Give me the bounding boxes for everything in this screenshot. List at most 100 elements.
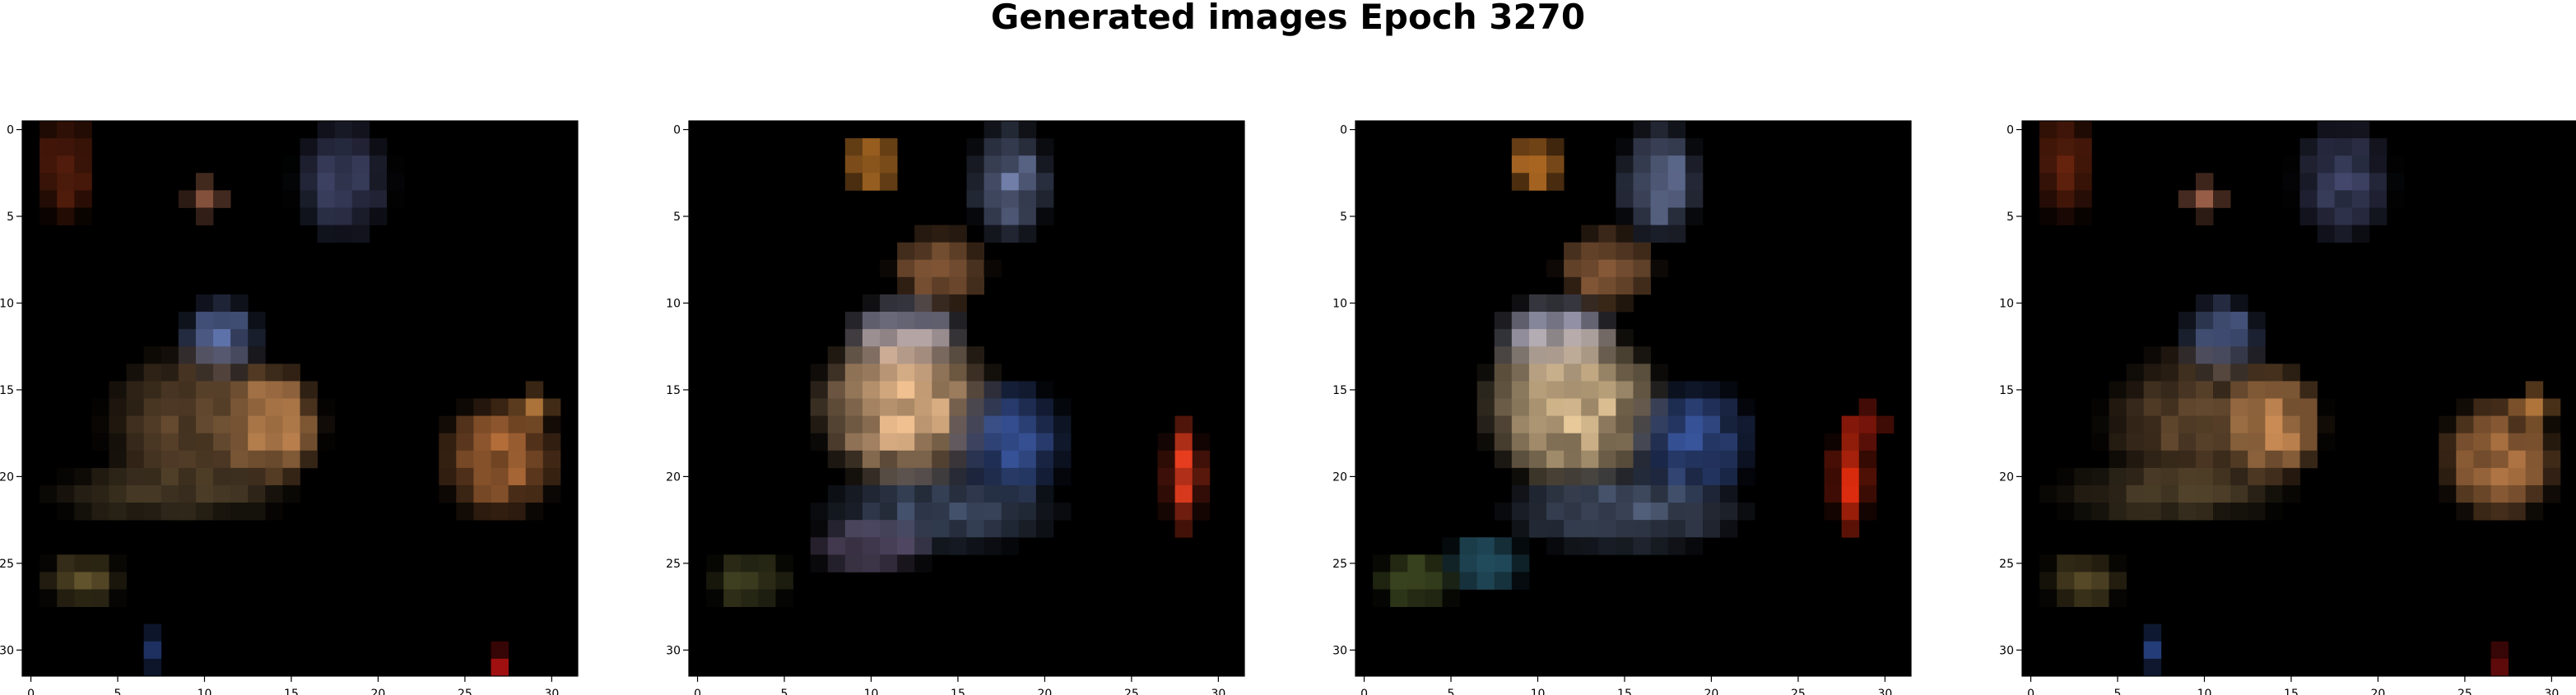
image-pixel (143, 641, 162, 660)
image-pixel (932, 381, 950, 399)
y-tick-label: 20 (1999, 470, 2014, 484)
image-pixel (2299, 450, 2318, 469)
image-pixel (2057, 207, 2075, 225)
x-tick-label: 10 (864, 688, 879, 695)
image-pixel (1546, 520, 1565, 538)
image-pixel (844, 398, 863, 416)
image-pixel (880, 503, 898, 521)
image-pixel (2057, 121, 2075, 139)
image-pixel (40, 138, 58, 156)
image-pixel (862, 294, 881, 313)
image-pixel (2039, 121, 2058, 139)
image-pixel (862, 503, 881, 521)
image-pixel (1035, 173, 1054, 191)
image-pixel (1157, 433, 1176, 452)
image-pixel (1407, 589, 1425, 608)
image-pixel (282, 364, 300, 382)
image-pixel (2213, 467, 2231, 486)
image-pixel (897, 294, 915, 313)
image-pixel (914, 259, 932, 278)
image-pixel (983, 520, 1002, 538)
image-pixel (1616, 329, 1634, 347)
image-pixel (2351, 155, 2370, 174)
image-pixel (1546, 312, 1565, 330)
image-pixel (880, 450, 898, 469)
image-pixel (491, 450, 509, 469)
image-pixel (1528, 484, 1547, 503)
x-tick-label: 30 (2544, 688, 2559, 695)
image-pixel (1546, 415, 1565, 434)
image-pixel (2351, 207, 2370, 225)
image-pixel (2230, 398, 2248, 416)
image-pixel (542, 415, 561, 434)
image-pixel (195, 207, 214, 225)
image-pixel (386, 155, 405, 174)
image-pixel (1053, 467, 1072, 486)
image-pixel (2334, 121, 2353, 139)
image-pixel (1702, 450, 1721, 469)
image-pixel (369, 155, 388, 174)
image-pixel (508, 484, 527, 503)
image-pixel (983, 190, 1002, 208)
image-pixel (1841, 520, 1860, 538)
image-pixel (1511, 450, 1530, 469)
image-pixel (844, 520, 863, 538)
image-pixel (2473, 467, 2491, 486)
image-pixel (1425, 572, 1443, 590)
image-pixel (1564, 450, 1582, 469)
image-pixel (40, 155, 58, 174)
image-pixel (880, 433, 898, 452)
image-pixel (2160, 415, 2179, 434)
image-pixel (178, 312, 197, 330)
image-pixel (1018, 467, 1037, 486)
image-pixel (74, 121, 92, 139)
image-pixel (1528, 398, 1547, 416)
image-pixel (1650, 121, 1669, 139)
image-pixel (2039, 484, 2058, 503)
image-pixel (2126, 398, 2145, 416)
image-pixel (1035, 520, 1054, 538)
image-pixel (317, 415, 336, 434)
image-pixel (2178, 312, 2197, 330)
image-pixel (1616, 450, 1634, 469)
image-pixel (213, 467, 231, 486)
image-pixel (1018, 155, 1037, 174)
image-pixel (2178, 484, 2197, 503)
image-pixel (2126, 364, 2145, 382)
image-pixel (2074, 138, 2092, 156)
x-tick-label: 15 (1617, 688, 1632, 695)
x-tick-label: 15 (284, 688, 299, 695)
image-pixel (2074, 207, 2092, 225)
image-pixel (2334, 207, 2353, 225)
image-pixel (1546, 398, 1565, 416)
image-pixel (2057, 484, 2075, 503)
image-pixel (300, 207, 318, 225)
y-tick-label: 5 (7, 211, 14, 224)
image-pixel (1459, 554, 1478, 572)
image-pixel (2265, 398, 2283, 416)
image-pixel (473, 503, 491, 521)
image-pixel (143, 450, 162, 469)
image-pixel (2369, 173, 2388, 191)
image-pixel (213, 503, 231, 521)
image-pixel (1667, 398, 1686, 416)
image-pixel (1702, 520, 1721, 538)
image-pixel (126, 364, 145, 382)
image-pixel (1192, 450, 1211, 469)
image-pixel (1616, 207, 1634, 225)
image-pixel (949, 450, 967, 469)
image-pixel (491, 658, 509, 677)
image-pixel (1719, 503, 1738, 521)
image-pixel (2490, 641, 2509, 660)
y-tick-label: 30 (1332, 644, 1347, 657)
image-pixel (1001, 450, 1020, 469)
image-pixel (1581, 433, 1599, 452)
image-pixel (1476, 554, 1495, 572)
image-pixel (248, 381, 266, 399)
image-pixel (1633, 207, 1651, 225)
image-pixel (2351, 225, 2370, 243)
image-pixel (1581, 276, 1599, 295)
image-pixel (1616, 484, 1634, 503)
image-pixel (2143, 381, 2162, 399)
image-pixel (2178, 503, 2197, 521)
